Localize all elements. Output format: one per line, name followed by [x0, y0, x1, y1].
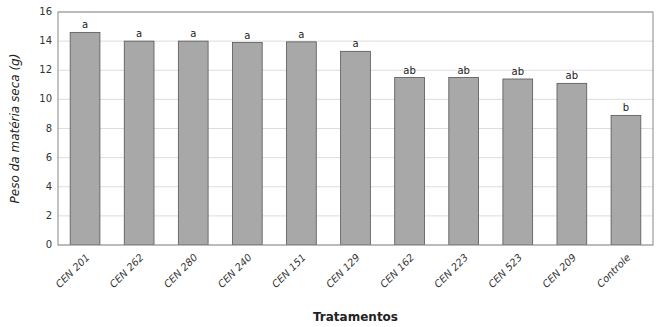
annotation: ab — [403, 65, 415, 76]
y-tick-label: 0 — [46, 239, 52, 250]
bar — [232, 43, 262, 245]
x-tick-label: CEN 223 — [432, 252, 470, 290]
bar — [178, 41, 208, 245]
y-tick-label: 14 — [39, 35, 52, 46]
annotation: ab — [512, 66, 524, 77]
chart: 0 2 4 6 8 10 12 14 16 a a a a a a ab ab ab ab b CEN 201 CEN 2… — [0, 0, 665, 327]
bar — [611, 115, 641, 245]
bars — [70, 32, 641, 245]
bar — [395, 78, 425, 245]
y-tick-label: 10 — [39, 93, 52, 104]
bar — [503, 79, 533, 245]
x-tick-label: CEN 201 — [53, 252, 91, 290]
x-tick-label: CEN 209 — [540, 252, 578, 290]
bar — [70, 32, 100, 245]
x-tick-label: CEN 280 — [162, 252, 200, 290]
annotation: ab — [566, 70, 578, 81]
x-tick-label: CEN 240 — [216, 252, 254, 290]
x-tick-label: CEN 151 — [270, 252, 308, 290]
bar — [287, 42, 317, 245]
annotation: a — [82, 19, 88, 30]
y-tick-label: 6 — [46, 152, 52, 163]
y-tick-label: 16 — [39, 6, 52, 17]
y-tick-label: 8 — [46, 123, 52, 134]
x-axis-label: Tratamentos — [313, 310, 398, 324]
x-tick-label: CEN 262 — [107, 252, 145, 290]
annotation: a — [352, 38, 358, 49]
annotation: a — [244, 30, 250, 41]
y-tick-label: 12 — [39, 64, 52, 75]
annotation: a — [190, 28, 196, 39]
x-tick-label: CEN 523 — [486, 252, 524, 290]
y-tick-label: 4 — [46, 181, 52, 192]
annotation: a — [298, 29, 304, 40]
annotation: b — [623, 102, 629, 113]
y-axis-label: Peso da matéria seca (g) — [8, 54, 22, 204]
annotation: a — [136, 28, 142, 39]
annotation: ab — [457, 65, 469, 76]
bar — [449, 78, 479, 245]
bar — [124, 41, 154, 245]
bar — [341, 51, 371, 245]
y-tick-label: 2 — [46, 210, 52, 221]
plot-frame — [58, 12, 653, 245]
x-tick-label: CEN 129 — [324, 252, 362, 290]
x-tick-label: Controle — [595, 252, 633, 290]
bar — [557, 83, 587, 245]
x-tick-label: CEN 162 — [378, 252, 416, 290]
